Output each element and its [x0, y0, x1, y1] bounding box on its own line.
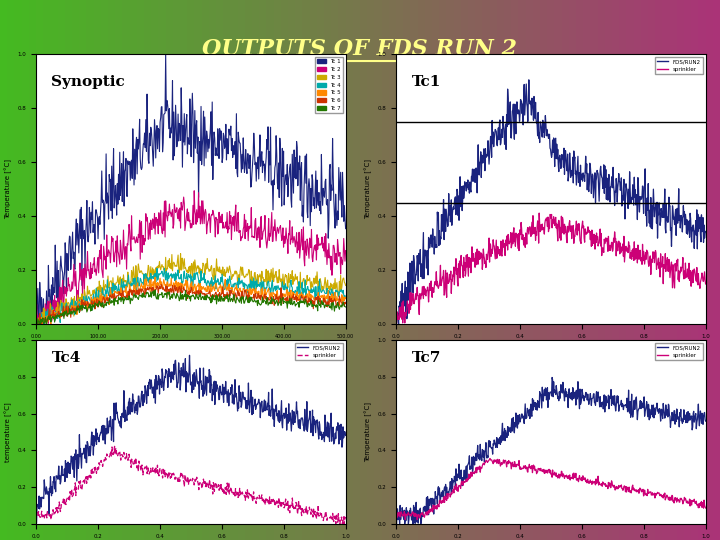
Y-axis label: Temperature [°C]: Temperature [°C]: [4, 159, 12, 219]
Y-axis label: Temperature [°C]: Temperature [°C]: [364, 159, 372, 219]
Text: Tc7: Tc7: [412, 351, 441, 365]
Legend: FDS/RUN2, sprinkler: FDS/RUN2, sprinkler: [654, 343, 703, 360]
Legend: FDS/RUN2, sprinkler: FDS/RUN2, sprinkler: [654, 57, 703, 74]
Y-axis label: temperature [°C]: temperature [°C]: [4, 402, 12, 462]
Text: Synoptic: Synoptic: [52, 76, 125, 90]
Text: Tc4: Tc4: [52, 351, 81, 365]
Y-axis label: Temperature [°C]: Temperature [°C]: [364, 402, 372, 462]
Legend: Tc 1, Tc 2, Tc 3, Tc 4, Tc 5, Tc 6, Tc 7: Tc 1, Tc 2, Tc 3, Tc 4, Tc 5, Tc 6, Tc 7: [315, 57, 343, 113]
X-axis label: Time [s]: Time [s]: [536, 345, 565, 351]
Text: Ceiling temperature: Ceiling temperature: [50, 104, 256, 123]
Legend: FDS/RUN2, sprinkler: FDS/RUN2, sprinkler: [294, 343, 343, 360]
Text: Tc1: Tc1: [412, 76, 441, 90]
X-axis label: Time [s]: Time [s]: [176, 345, 205, 351]
Text: OUTPUTS OF FDS RUN 2: OUTPUTS OF FDS RUN 2: [202, 38, 518, 59]
